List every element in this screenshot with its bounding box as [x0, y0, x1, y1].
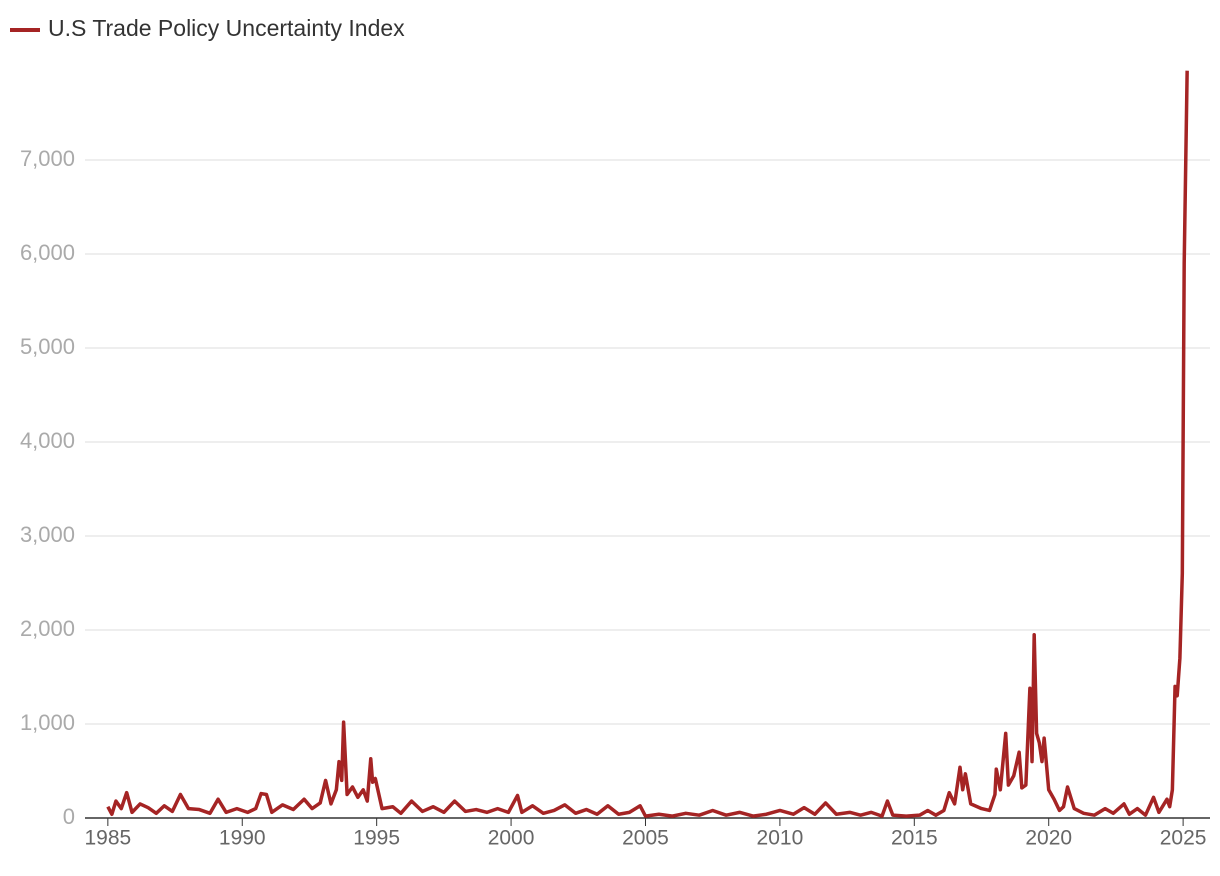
y-tick-label: 6,000 [20, 240, 75, 265]
x-tick-label: 1990 [219, 826, 266, 849]
x-tick-label: 2020 [1025, 826, 1072, 849]
legend-label: U.S Trade Policy Uncertainty Index [48, 15, 405, 41]
y-tick-label: 1,000 [20, 710, 75, 735]
x-tick-label: 2000 [488, 826, 535, 849]
x-tick-label: 2005 [622, 826, 669, 849]
data-line [106, 70, 1189, 818]
x-tick-label: 2015 [891, 826, 938, 849]
x-tick-label: 2025 [1160, 826, 1207, 849]
x-tick-label: 1985 [84, 826, 131, 849]
y-tick-label: 0 [63, 804, 75, 829]
y-tick-label: 7,000 [20, 146, 75, 171]
y-tick-label: 5,000 [20, 334, 75, 359]
y-tick-label: 4,000 [20, 428, 75, 453]
x-tick-label: 2010 [757, 826, 804, 849]
x-tick-label: 1995 [353, 826, 400, 849]
y-tick-label: 2,000 [20, 616, 75, 641]
y-tick-label: 3,000 [20, 522, 75, 547]
